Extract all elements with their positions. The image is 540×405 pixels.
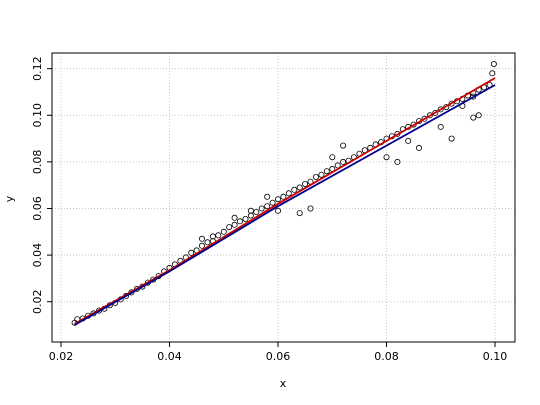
data-point [280,193,287,200]
data-point [198,242,205,249]
data-point [437,106,444,113]
data-point [226,224,233,231]
data-point [269,199,276,206]
x-tick-label: 0.08 [374,350,399,363]
fit-lines [74,77,496,326]
data-point [247,212,254,219]
data-point [448,135,455,142]
data-point [340,142,347,149]
data-point [489,70,496,77]
data-point [264,193,271,200]
x-tick-label: 0.02 [49,350,74,363]
data-point [236,218,243,225]
data-point [291,186,298,193]
y-axis: 0.02 0.04 0.06 0.08 0.10 0.12 [31,56,52,314]
data-point [394,158,401,165]
grid [52,53,515,342]
data-point [307,205,314,212]
data-point [490,61,497,68]
data-point [296,210,303,217]
data-point [198,235,205,242]
data-point [204,239,211,246]
data-point [421,115,428,122]
fit-line-red [74,77,496,325]
plot-frame [51,52,516,343]
data-point [253,208,260,215]
data-point [274,196,281,203]
data-point [340,158,347,165]
data-point [437,123,444,130]
data-point [426,112,433,119]
x-axis-label: x [280,377,287,390]
y-tick-label: 0.02 [31,289,44,314]
data-point [448,100,455,107]
data-point [318,171,325,178]
x-tick-label: 0.10 [483,350,508,363]
data-point [247,207,254,214]
y-axis-label: y [3,195,16,202]
y-tick-label: 0.12 [31,56,44,81]
data-point [475,112,482,119]
data-point [215,232,222,239]
data-point [264,203,271,210]
data-points [71,61,497,326]
y-tick-label: 0.08 [31,150,44,175]
data-point [334,162,341,169]
y-tick-label: 0.10 [31,103,44,128]
data-point [220,228,227,235]
x-tick-label: 0.04 [157,350,182,363]
data-point [209,233,216,240]
data-point [285,190,292,197]
data-point [383,154,390,161]
fit-line-blue [74,84,496,326]
data-point [188,249,195,256]
data-point [312,173,319,180]
data-point [323,168,330,175]
x-axis: 0.02 0.04 0.06 0.08 0.10 [49,342,508,363]
data-point [302,180,309,187]
data-point [415,144,422,151]
x-tick-label: 0.06 [266,350,291,363]
y-tick-label: 0.04 [31,243,44,267]
data-point [231,214,238,221]
data-point [432,109,439,116]
data-point [231,221,238,228]
data-point [274,207,281,214]
data-point [258,205,265,212]
data-point [296,184,303,191]
data-point [329,154,336,161]
data-point [470,114,477,121]
y-tick-label: 0.06 [31,196,44,221]
data-point [405,137,412,144]
data-point [242,215,249,222]
